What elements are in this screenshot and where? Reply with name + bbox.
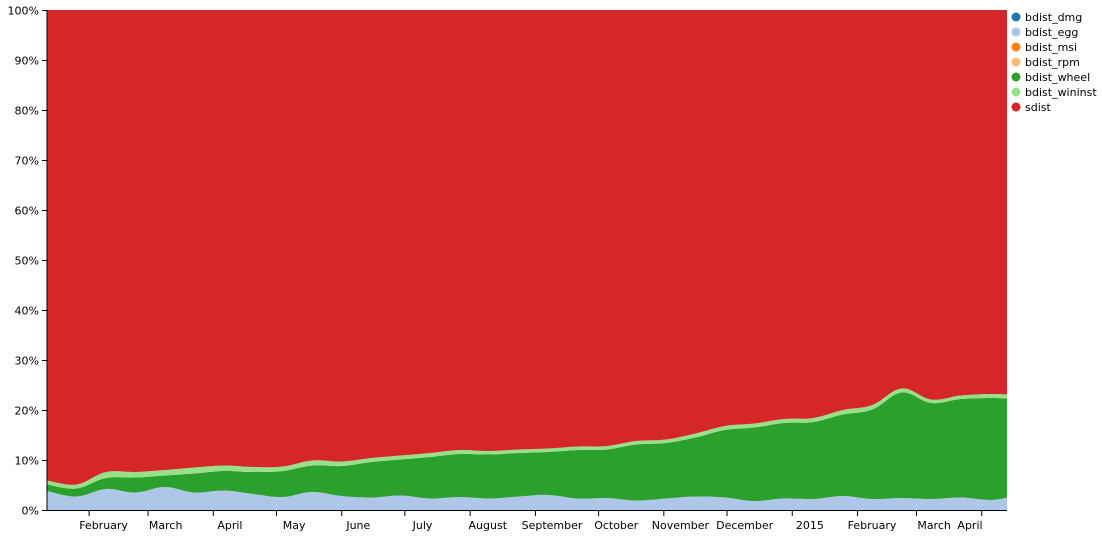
x-tick-label: November bbox=[652, 519, 710, 532]
y-tick-label: 20% bbox=[15, 405, 39, 418]
x-tick-label: April bbox=[957, 519, 982, 532]
y-axis: 0% 10% 20% 30% 40% 50% 60% 70% 80% 90% 100% bbox=[8, 5, 48, 518]
y-tick-label: 50% bbox=[15, 255, 39, 268]
y-tick-label: 60% bbox=[15, 205, 39, 218]
x-tick-label: March bbox=[917, 519, 951, 532]
x-tick-label: September bbox=[522, 519, 583, 532]
area-bdist_wheel bbox=[47, 392, 1007, 502]
legend-swatch-bdist_dmg bbox=[1011, 12, 1021, 22]
legend-label-bdist_dmg: bdist_dmg bbox=[1025, 11, 1082, 24]
legend-swatch-bdist_wininst bbox=[1011, 87, 1021, 97]
y-tick-label: 10% bbox=[15, 455, 39, 468]
y-tick-label: 30% bbox=[15, 355, 39, 368]
x-tick-label: October bbox=[594, 519, 638, 532]
x-tick-label: June bbox=[345, 519, 370, 532]
y-tick-label: 100% bbox=[8, 5, 39, 18]
legend-label-bdist_egg: bdist_egg bbox=[1025, 26, 1078, 39]
legend-label-sdist: sdist bbox=[1025, 101, 1052, 114]
legend-swatch-bdist_egg bbox=[1011, 27, 1021, 37]
y-tick-label: 40% bbox=[15, 305, 39, 318]
y-tick-label: 0% bbox=[22, 505, 39, 518]
x-tick-label: May bbox=[283, 519, 306, 532]
x-tick-label: August bbox=[469, 519, 508, 532]
legend-label-bdist_msi: bdist_msi bbox=[1025, 41, 1077, 54]
y-tick-label: 70% bbox=[15, 155, 39, 168]
legend-swatch-sdist bbox=[1011, 102, 1021, 112]
legend-swatch-bdist_rpm bbox=[1011, 57, 1021, 67]
y-tick-label: 80% bbox=[15, 105, 39, 118]
x-axis: February March April May June July August Septe… bbox=[47, 510, 1007, 532]
legend-label-bdist_wininst: bdist_wininst bbox=[1025, 86, 1097, 99]
area-sdist bbox=[47, 10, 1007, 485]
x-tick-label: July bbox=[412, 519, 433, 532]
legend-label-bdist_rpm: bdist_rpm bbox=[1025, 56, 1080, 69]
legend-swatch-bdist_msi bbox=[1011, 42, 1021, 52]
x-tick-label: 2015 bbox=[796, 519, 824, 532]
area-bdist_egg bbox=[47, 487, 1007, 510]
legend-label-bdist_wheel: bdist_wheel bbox=[1025, 71, 1090, 84]
area-layer bbox=[47, 10, 1007, 510]
x-tick-label: April bbox=[217, 519, 242, 532]
x-tick-label: December bbox=[716, 519, 774, 532]
x-tick-label: February bbox=[79, 519, 128, 532]
legend-swatch-bdist_wheel bbox=[1011, 72, 1021, 82]
x-tick-label: February bbox=[848, 519, 897, 532]
y-tick-label: 90% bbox=[15, 55, 39, 68]
legend: bdist_dmg bdist_egg bdist_msi bdist_rpmbdis… bbox=[1011, 11, 1097, 114]
x-tick-label: March bbox=[149, 519, 183, 532]
